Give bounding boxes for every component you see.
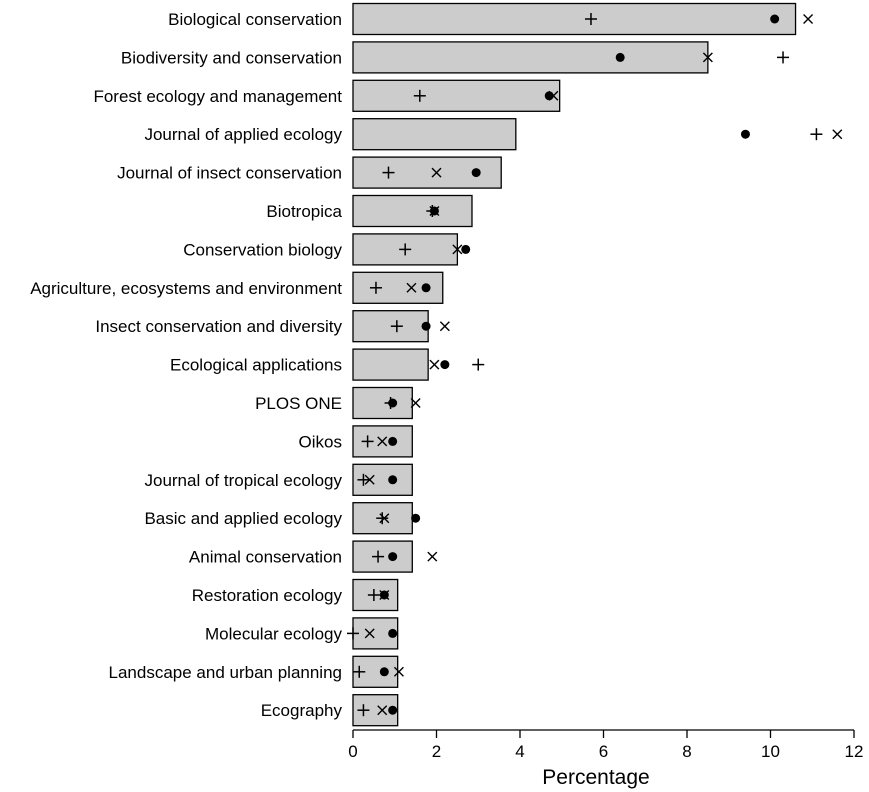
plus-marker <box>810 128 823 141</box>
x-tick-label: 2 <box>432 742 441 761</box>
dot-marker <box>411 513 421 523</box>
markers-layer <box>347 13 843 717</box>
category-label: Ecography <box>261 701 343 720</box>
plus-marker <box>472 358 485 371</box>
cross-marker <box>379 513 390 524</box>
cross-marker <box>377 705 388 716</box>
plus-marker <box>369 281 382 294</box>
category-label: Basic and applied ecology <box>144 509 342 528</box>
category-label: Molecular ecology <box>205 624 343 643</box>
plus-marker <box>382 166 395 179</box>
dot-marker <box>421 283 431 293</box>
category-label: Conservation biology <box>183 240 342 259</box>
cross-marker <box>410 398 421 408</box>
category-label: Journal of tropical ecology <box>144 471 342 490</box>
bar <box>352 348 429 381</box>
dot-marker <box>429 206 439 216</box>
dot-marker <box>388 398 398 408</box>
cross-marker <box>832 129 843 140</box>
bar <box>352 118 517 151</box>
plus-marker <box>357 704 370 717</box>
plus-marker <box>413 89 426 102</box>
cross-marker <box>452 244 463 255</box>
cross-marker <box>439 321 450 332</box>
dot-marker <box>379 667 389 677</box>
plus-marker <box>357 473 370 486</box>
category-label: Forest ecology and management <box>93 87 342 106</box>
cross-marker <box>803 14 814 24</box>
cross-marker <box>431 167 442 178</box>
plus-marker <box>372 550 385 563</box>
category-label: Journal of applied ecology <box>144 125 342 144</box>
bar <box>352 386 413 420</box>
dot-marker <box>544 91 554 101</box>
plus-marker <box>347 627 359 640</box>
x-tick-label: 4 <box>515 742 524 761</box>
plus-marker <box>361 435 374 448</box>
plus-marker <box>390 320 403 333</box>
category-label: Biodiversity and conservation <box>121 48 342 67</box>
category-label: Restoration ecology <box>192 586 343 605</box>
cross-marker <box>427 551 438 562</box>
dot-marker <box>379 590 389 600</box>
bar <box>352 2 797 36</box>
dot-marker <box>615 52 625 62</box>
plus-marker <box>584 13 597 25</box>
x-tick-label: 0 <box>348 742 357 761</box>
dot-marker <box>388 628 398 638</box>
category-label: Landscape and urban planning <box>109 663 342 682</box>
category-label: Biotropica <box>266 202 342 221</box>
dot-marker <box>440 360 450 370</box>
category-label: Animal conservation <box>189 548 342 567</box>
cross-marker <box>377 436 388 447</box>
bar <box>352 79 561 112</box>
dot-marker <box>770 14 780 24</box>
dot-marker <box>740 129 750 139</box>
dot-marker <box>461 244 471 254</box>
cross-marker <box>429 359 440 370</box>
x-tick-label: 12 <box>845 742 864 761</box>
category-label: Ecological applications <box>170 356 342 375</box>
category-label: PLOS ONE <box>255 394 342 413</box>
category-label: Agriculture, ecosystems and environment <box>30 279 342 298</box>
cross-marker <box>364 628 375 639</box>
cross-marker <box>364 474 375 485</box>
bar <box>352 578 399 612</box>
category-label: Biological conservation <box>168 10 342 29</box>
category-label: Oikos <box>299 432 342 451</box>
bar <box>352 310 429 343</box>
category-labels: Biological conservation Biodiversity and … <box>30 10 342 720</box>
x-axis-title: Percentage <box>542 766 649 789</box>
category-label: Journal of insect conservation <box>117 164 342 183</box>
plus-marker <box>353 665 366 678</box>
dot-marker <box>388 475 398 485</box>
dot-marker <box>388 705 398 715</box>
dot-marker <box>471 168 481 178</box>
x-tick-label: 8 <box>682 742 691 761</box>
x-tick-label: 6 <box>599 742 608 761</box>
plus-marker <box>367 589 380 601</box>
dot-marker <box>421 321 431 331</box>
bar <box>352 41 709 74</box>
dot-marker <box>388 436 398 446</box>
category-label: Insect conservation and diversity <box>95 317 342 336</box>
bar <box>352 194 473 228</box>
cross-marker <box>702 52 713 63</box>
plus-marker <box>777 51 790 64</box>
x-axis: 0 2 4 6 8 10 12 <box>348 729 864 761</box>
cross-marker <box>406 282 417 293</box>
plus-marker <box>376 512 389 525</box>
bars-layer <box>352 2 797 727</box>
x-tick-label: 10 <box>761 742 780 761</box>
dot-marker <box>388 552 398 562</box>
cross-marker <box>393 666 404 677</box>
plus-marker <box>399 243 412 256</box>
